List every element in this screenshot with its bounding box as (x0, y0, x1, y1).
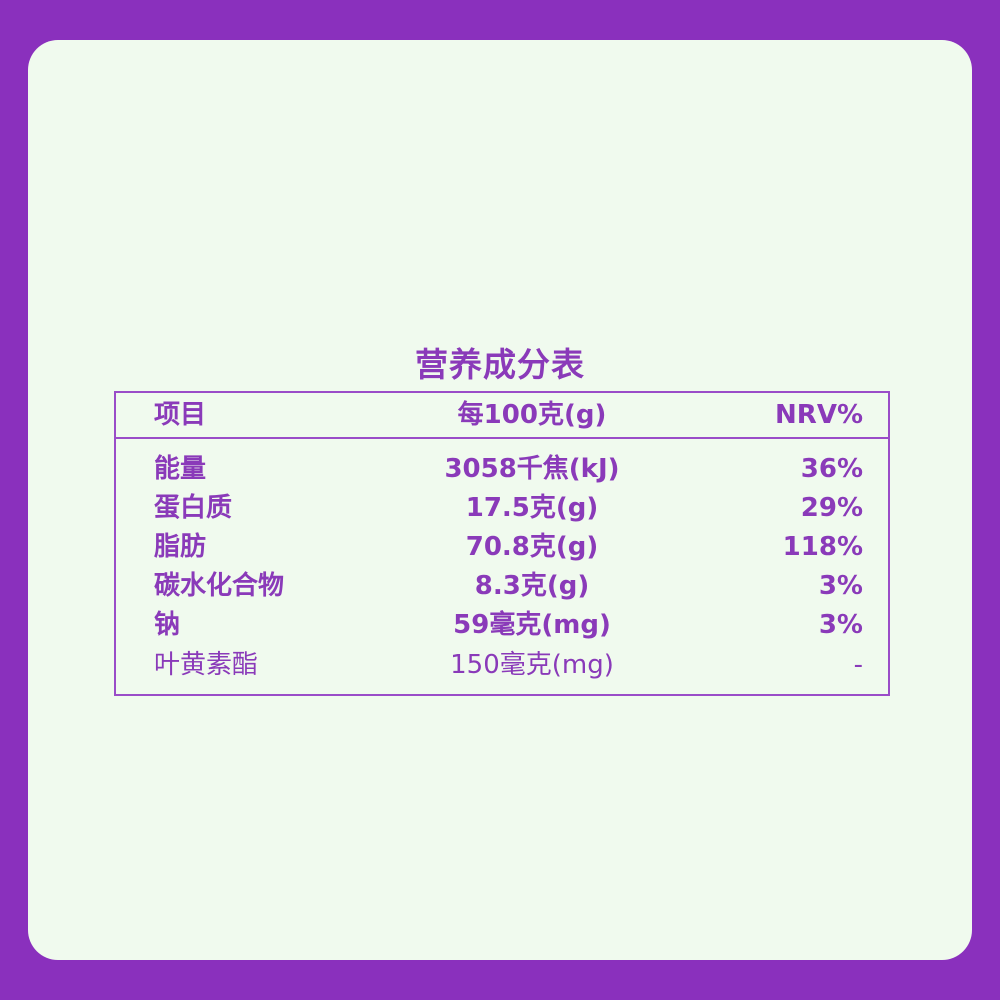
item-cell: 蛋白质 (154, 493, 233, 523)
per100-cell: 3058千焦(kJ) (444, 454, 620, 484)
table-row: 钠 59毫克(mg) 3% (116, 606, 888, 645)
per100-cell: 59毫克(mg) (453, 610, 611, 640)
nrv-cell: - (853, 650, 863, 680)
item-cell: 钠 (154, 610, 181, 640)
table-row: 叶黄素酯 150毫克(mg) - (116, 646, 888, 685)
header-per100: 每100克(g) (457, 400, 607, 430)
item-cell: 脂肪 (154, 532, 207, 562)
per100-cell: 150毫克(mg) (450, 650, 614, 680)
header-nrv: NRV% (775, 400, 863, 430)
card (28, 40, 972, 960)
table-row: 能量 3058千焦(kJ) 36% (116, 450, 888, 489)
nrv-cell: 29% (800, 493, 863, 523)
nrv-cell: 3% (818, 610, 863, 640)
per100-cell: 8.3克(g) (474, 571, 590, 601)
table-row: 脂肪 70.8克(g) 118% (116, 528, 888, 567)
header-row: 项目 每100克(g) NRV% (116, 396, 888, 435)
item-cell: 碳水化合物 (154, 571, 285, 601)
table-title: 营养成分表 (415, 345, 585, 384)
table-header: 项目 每100克(g) NRV% (116, 393, 888, 439)
header-item: 项目 (154, 400, 207, 430)
per100-cell: 17.5克(g) (465, 493, 599, 523)
table-row: 蛋白质 17.5克(g) 29% (116, 489, 888, 528)
per100-cell: 70.8克(g) (465, 532, 599, 562)
nrv-cell: 36% (800, 454, 863, 484)
nrv-cell: 118% (782, 532, 863, 562)
item-cell: 叶黄素酯 (154, 650, 259, 680)
table-row: 碳水化合物 8.3克(g) 3% (116, 567, 888, 606)
item-cell: 能量 (154, 454, 207, 484)
nutrition-table: 项目 每100克(g) NRV% 能量 3058千焦(kJ) 36% 蛋白质 1… (114, 391, 890, 696)
nrv-cell: 3% (818, 571, 863, 601)
